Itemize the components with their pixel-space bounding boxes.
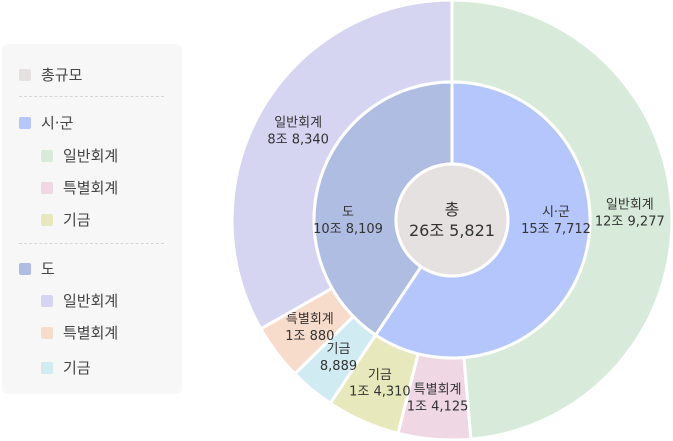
legend-swatch bbox=[41, 326, 53, 339]
legend-swatch bbox=[41, 361, 53, 374]
legend-swatch bbox=[41, 149, 53, 162]
outer-slice-label: 기금 1조 4,310 bbox=[349, 368, 411, 400]
outer-slice-label: 일반회계 12조 9,277 bbox=[595, 197, 665, 229]
legend-label: 기금 bbox=[63, 211, 91, 229]
legend-swatch bbox=[19, 68, 31, 81]
legend-item-total: 총규모 bbox=[19, 64, 82, 85]
legend-label: 도 bbox=[41, 260, 55, 278]
legend-swatch bbox=[41, 213, 53, 226]
legend-item-sigun-fund: 기금 bbox=[41, 209, 91, 230]
legend-divider bbox=[19, 243, 164, 244]
legend-item-do: 도 bbox=[19, 258, 55, 279]
legend-item-sigun: 시·군 bbox=[19, 112, 73, 133]
legend-divider bbox=[19, 96, 164, 97]
legend-swatch bbox=[19, 116, 31, 129]
legend-item-sigun-special: 특별회계 bbox=[41, 177, 118, 198]
center-label: 총 26조 5,821 bbox=[409, 200, 495, 240]
outer-slice-label: 기금 8,889 bbox=[320, 342, 357, 374]
legend-label: 특별회계 bbox=[63, 324, 119, 342]
legend-item-sigun-general: 일반회계 bbox=[41, 145, 118, 166]
legend-label: 기금 bbox=[63, 359, 91, 377]
legend-label: 일반회계 bbox=[63, 292, 119, 310]
legend-label: 특별회계 bbox=[63, 179, 119, 197]
legend-label: 일반회계 bbox=[63, 147, 119, 165]
legend-swatch bbox=[41, 294, 53, 307]
legend-item-do-fund: 기금 bbox=[41, 357, 91, 378]
legend-item-do-general: 일반회계 bbox=[41, 290, 118, 311]
legend-label: 총규모 bbox=[41, 66, 83, 84]
inner-slice-label: 시·군 15조 7,712 bbox=[521, 205, 591, 237]
outer-slice-label: 특별회계 1조 880 bbox=[285, 312, 334, 344]
legend-label: 시·군 bbox=[41, 114, 74, 132]
legend-item-do-special: 특별회계 bbox=[41, 322, 118, 343]
legend-swatch bbox=[19, 262, 31, 275]
legend: 총규모 시·군 일반회계 특별회계 기금 도 일반회계 특별회계 기금 bbox=[2, 44, 182, 394]
outer-slice-label: 일반회계 8조 8,340 bbox=[267, 116, 329, 148]
legend-swatch bbox=[41, 181, 53, 194]
outer-slice-label: 특별회계 1조 4,125 bbox=[407, 383, 469, 415]
center-circle bbox=[394, 162, 510, 278]
inner-slice-label: 도 10조 8,109 bbox=[313, 205, 383, 237]
